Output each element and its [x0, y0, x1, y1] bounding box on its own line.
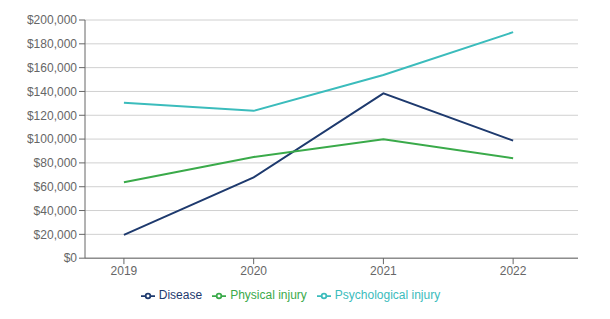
- svg-text:$20,000: $20,000: [34, 228, 78, 242]
- svg-text:$200,000: $200,000: [27, 13, 77, 27]
- html-text:Physical injury: Physical injury: [230, 288, 307, 303]
- svg-text:$140,000: $140,000: [27, 85, 77, 99]
- svg-text:$160,000: $160,000: [27, 61, 77, 75]
- svg-text:2019: 2019: [111, 264, 138, 278]
- svg-text:$120,000: $120,000: [27, 109, 77, 123]
- svg-text:$0: $0: [64, 251, 78, 265]
- svg-text:$60,000: $60,000: [34, 180, 78, 194]
- html-text:Disease: Disease: [158, 288, 203, 303]
- svg-text:2020: 2020: [240, 264, 267, 278]
- svg-text:$80,000: $80,000: [34, 156, 78, 170]
- svg-text:2022: 2022: [500, 264, 527, 278]
- svg-text:$180,000: $180,000: [27, 37, 77, 51]
- svg-text:2021: 2021: [370, 264, 397, 278]
- svg-text:$100,000: $100,000: [27, 132, 77, 146]
- html-text:Psychological injury: Psychological injury: [334, 288, 441, 303]
- svg-text:$40,000: $40,000: [34, 204, 78, 218]
